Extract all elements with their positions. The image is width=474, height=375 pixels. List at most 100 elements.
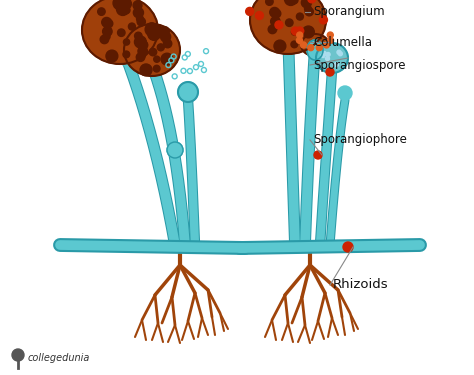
Circle shape [140,64,152,76]
Circle shape [161,32,171,42]
Circle shape [133,1,142,10]
Text: Rhizoids: Rhizoids [333,279,389,291]
Circle shape [116,47,134,65]
Circle shape [138,46,147,56]
Circle shape [246,8,254,15]
Circle shape [135,36,146,48]
Circle shape [343,242,353,252]
Circle shape [268,25,277,34]
Circle shape [157,44,164,51]
Circle shape [301,42,307,48]
Ellipse shape [301,34,329,56]
Circle shape [133,8,144,18]
Text: collegedunia: collegedunia [28,353,91,363]
Circle shape [113,0,127,10]
Circle shape [164,39,172,48]
Circle shape [323,42,329,48]
Circle shape [304,5,311,12]
Circle shape [153,65,160,72]
Circle shape [103,27,112,36]
Circle shape [128,23,136,30]
Circle shape [106,50,118,62]
Circle shape [334,63,338,67]
Circle shape [319,16,328,24]
Circle shape [161,53,173,65]
Circle shape [316,45,322,51]
Circle shape [296,13,303,20]
Circle shape [327,32,333,38]
Circle shape [338,52,342,56]
Circle shape [123,6,130,14]
Circle shape [291,41,298,48]
Ellipse shape [124,24,180,76]
Circle shape [285,19,293,27]
Circle shape [100,35,109,44]
Circle shape [102,18,111,27]
Circle shape [308,45,314,51]
Circle shape [123,51,130,58]
Circle shape [271,23,278,30]
Circle shape [271,17,280,26]
Circle shape [292,27,300,35]
Ellipse shape [316,43,348,73]
Circle shape [137,39,147,49]
Circle shape [284,0,297,6]
Text: Sporangium: Sporangium [313,6,384,18]
Circle shape [255,12,264,20]
Text: Sporangiospore: Sporangiospore [313,58,405,72]
Circle shape [137,15,143,22]
Circle shape [163,38,170,45]
Circle shape [275,21,283,29]
Circle shape [326,57,329,60]
Circle shape [321,54,325,57]
Circle shape [148,28,160,40]
Ellipse shape [250,0,326,54]
Circle shape [137,18,146,26]
Ellipse shape [307,40,323,60]
Circle shape [291,0,298,4]
Circle shape [302,26,314,38]
Circle shape [135,10,141,16]
Circle shape [145,23,158,36]
Circle shape [274,40,286,52]
Circle shape [326,68,334,76]
Circle shape [149,48,157,56]
Ellipse shape [82,0,158,64]
Circle shape [328,38,334,44]
Circle shape [12,349,24,361]
Circle shape [337,50,341,54]
Circle shape [305,8,313,16]
Circle shape [167,142,183,158]
Circle shape [302,0,309,6]
Circle shape [301,0,311,8]
Circle shape [266,0,273,5]
Text: Sporangiophore: Sporangiophore [313,134,407,147]
Circle shape [296,27,304,35]
Circle shape [117,3,129,15]
Circle shape [292,29,298,35]
Circle shape [105,20,113,28]
Circle shape [98,8,105,15]
Circle shape [151,24,162,35]
Circle shape [270,8,279,17]
Circle shape [120,0,131,9]
Circle shape [322,51,326,56]
Circle shape [314,151,322,159]
Circle shape [162,34,168,40]
Circle shape [326,53,330,57]
Circle shape [140,41,148,49]
Circle shape [103,33,110,40]
Circle shape [161,27,169,36]
Circle shape [118,29,125,36]
Circle shape [338,86,352,100]
Circle shape [135,32,142,40]
Circle shape [273,9,281,18]
Circle shape [308,0,316,3]
Circle shape [178,82,198,102]
Circle shape [123,39,129,45]
Circle shape [138,51,146,58]
Text: Columella: Columella [313,36,372,48]
Circle shape [154,56,160,62]
Circle shape [153,31,160,38]
Circle shape [136,53,145,62]
